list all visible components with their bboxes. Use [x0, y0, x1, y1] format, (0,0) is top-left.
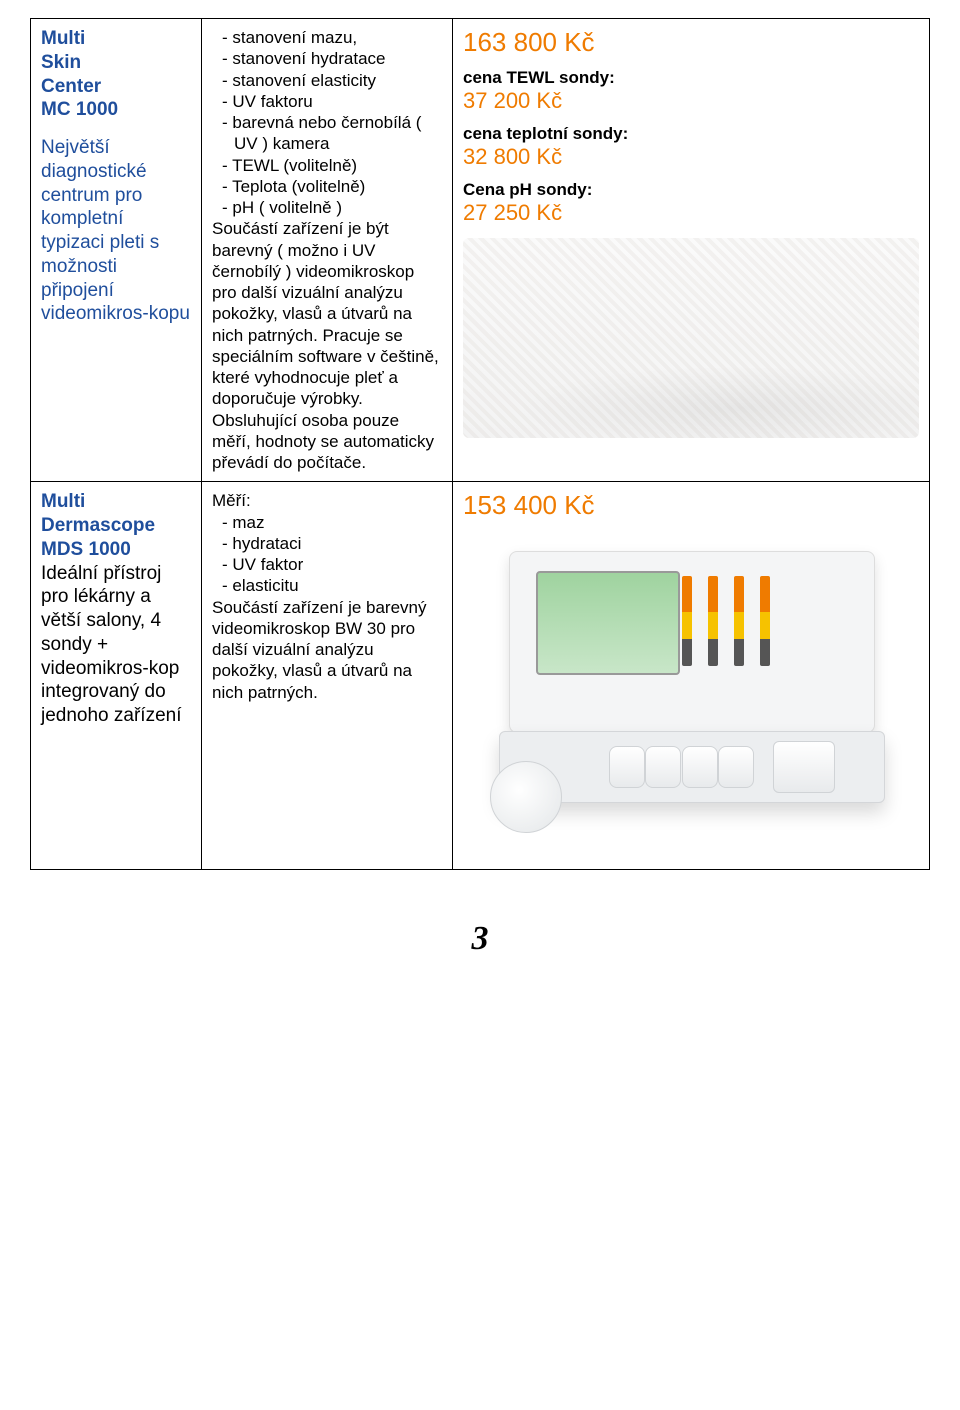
price-sub-tewl: 37 200 Kč: [463, 88, 919, 114]
measures-list: maz hydrataci UV faktor elasticitu: [212, 512, 442, 597]
page: Multi Skin Center MC 1000 Největší diagn…: [0, 0, 960, 978]
list-item: elasticitu: [222, 575, 442, 596]
list-item: barevná nebo černobílá ( UV ) kamera: [222, 112, 442, 155]
price-label-tewl: cena TEWL sondy:: [463, 68, 919, 88]
product-title: Multi Skin Center MC 1000: [41, 27, 191, 122]
list-item: TEWL (volitelně): [222, 155, 442, 176]
device-image-placeholder: [463, 541, 919, 861]
product-image-placeholder: [463, 238, 919, 438]
product-title: Multi Dermascope MDS 1000: [41, 490, 191, 561]
measures-intro: Měří:: [212, 490, 442, 511]
product-table: Multi Skin Center MC 1000 Největší diagn…: [30, 18, 930, 870]
list-item: maz: [222, 512, 442, 533]
price-main: 153 400 Kč: [463, 490, 919, 521]
cell-title-mds1000: Multi Dermascope MDS 1000 Ideální přístr…: [31, 482, 202, 870]
cell-title-mc1000: Multi Skin Center MC 1000 Největší diagn…: [31, 19, 202, 482]
list-item: pH ( volitelně ): [222, 197, 442, 218]
features-paragraph: Součástí zařízení je barevný videomikros…: [212, 597, 442, 703]
product-subtitle: Největší diagnostické centrum pro komple…: [41, 136, 191, 326]
list-item: stanovení mazu,: [222, 27, 442, 48]
cell-price-mc1000: 163 800 Kč cena TEWL sondy: 37 200 Kč ce…: [453, 19, 930, 482]
cell-features-mds1000: Měří: maz hydrataci UV faktor elasticitu…: [202, 482, 453, 870]
features-list: stanovení mazu, stanovení hydratace stan…: [212, 27, 442, 218]
list-item: stanovení elasticity: [222, 70, 442, 91]
price-label-tepl: cena teplotní sondy:: [463, 124, 919, 144]
list-item: stanovení hydratace: [222, 48, 442, 69]
table-row: Multi Skin Center MC 1000 Největší diagn…: [31, 19, 930, 482]
price-label-ph: Cena pH sondy:: [463, 180, 919, 200]
cell-features-mc1000: stanovení mazu, stanovení hydratace stan…: [202, 19, 453, 482]
product-subtitle: Ideální přístroj pro lékárny a větší sal…: [41, 562, 191, 728]
list-item: hydrataci: [222, 533, 442, 554]
list-item: UV faktoru: [222, 91, 442, 112]
price-sub-tepl: 32 800 Kč: [463, 144, 919, 170]
price-sub-ph: 27 250 Kč: [463, 200, 919, 226]
list-item: Teplota (volitelně): [222, 176, 442, 197]
list-item: UV faktor: [222, 554, 442, 575]
price-main: 163 800 Kč: [463, 27, 919, 58]
page-number: 3: [30, 920, 930, 958]
table-row: Multi Dermascope MDS 1000 Ideální přístr…: [31, 482, 930, 870]
cell-price-mds1000: 153 400 Kč: [453, 482, 930, 870]
features-paragraph: Součástí zařízení je být barevný ( možno…: [212, 218, 442, 473]
